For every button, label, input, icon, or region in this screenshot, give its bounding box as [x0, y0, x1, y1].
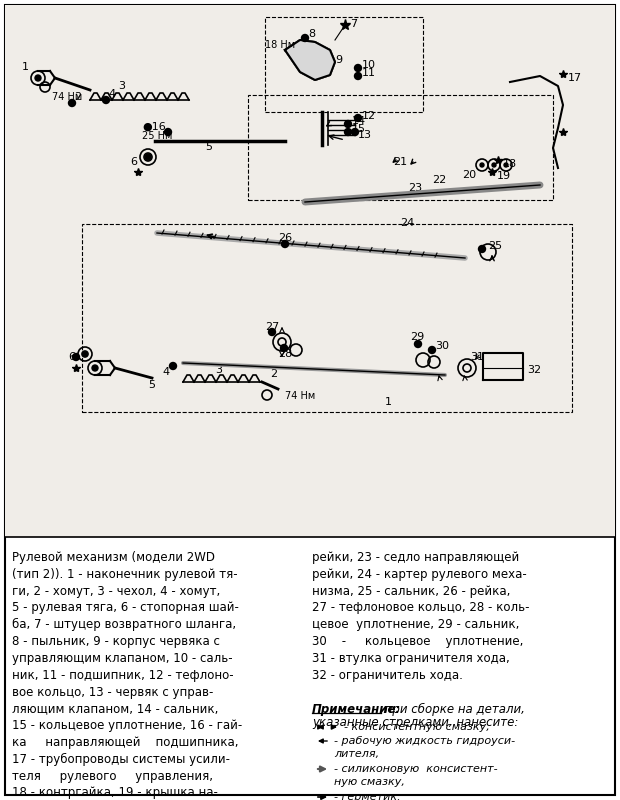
Text: 3: 3 [215, 365, 222, 375]
Circle shape [352, 129, 358, 135]
Text: 19: 19 [497, 171, 511, 181]
Text: 4: 4 [162, 367, 169, 377]
Circle shape [102, 97, 110, 103]
Text: указанные стрелками, нанесите:: указанные стрелками, нанесите: [312, 716, 518, 729]
Circle shape [355, 65, 361, 71]
Text: 8: 8 [308, 29, 315, 39]
Circle shape [345, 121, 352, 127]
Circle shape [301, 34, 309, 42]
Text: 12: 12 [362, 111, 376, 121]
Text: 27: 27 [265, 322, 279, 332]
Text: 13: 13 [358, 130, 372, 140]
Text: - рабочую жидкость гидроуси-: - рабочую жидкость гидроуси- [334, 736, 515, 746]
Bar [82, 224, 572, 412]
Text: 2: 2 [74, 92, 81, 102]
Text: 18 Нм: 18 Нм [265, 40, 295, 50]
Text: рейки, 23 - седло направляющей
рейки, 24 - картер рулевого меха-
низма, 25 - сал: рейки, 23 - седло направляющей рейки, 24… [312, 551, 529, 682]
Circle shape [164, 129, 172, 135]
Text: 17: 17 [568, 73, 582, 83]
Text: 5: 5 [148, 380, 155, 390]
Text: 26: 26 [278, 233, 292, 243]
Polygon shape [285, 40, 335, 80]
Circle shape [355, 114, 361, 122]
Text: 24: 24 [400, 218, 414, 228]
Text: Рулевой механизм (модели 2WD
(тип 2)). 1 - наконечник рулевой тя-
ги, 2 - хомут,: Рулевой механизм (модели 2WD (тип 2)). 1… [12, 551, 242, 800]
Text: 23: 23 [408, 183, 422, 193]
Bar [5, 5, 615, 537]
Text: 32: 32 [527, 365, 541, 375]
Text: 25 Нм: 25 Нм [142, 131, 172, 141]
Text: 14: 14 [352, 116, 366, 126]
Circle shape [428, 346, 435, 354]
Text: 18: 18 [503, 159, 517, 169]
Text: Примечание:: Примечание: [312, 703, 401, 716]
Text: 9: 9 [335, 55, 342, 65]
Circle shape [355, 73, 361, 79]
Text: лителя,: лителя, [334, 749, 379, 759]
Text: 28: 28 [278, 349, 292, 359]
Text: 7: 7 [350, 19, 357, 29]
Text: 15: 15 [352, 124, 366, 134]
Text: ●16: ●16 [142, 122, 166, 132]
Text: 25: 25 [488, 241, 502, 251]
Circle shape [35, 75, 41, 81]
Circle shape [281, 241, 288, 247]
Text: - герметик.: - герметик. [334, 792, 401, 800]
Text: 6: 6 [130, 157, 137, 167]
Text: 30: 30 [435, 341, 449, 351]
Text: 1: 1 [22, 62, 29, 72]
Circle shape [68, 99, 76, 106]
Circle shape [504, 163, 508, 167]
Circle shape [479, 246, 485, 253]
Text: 74 Нм: 74 Нм [285, 391, 315, 401]
Text: 1: 1 [385, 397, 392, 407]
Circle shape [73, 354, 79, 361]
Circle shape [280, 345, 288, 351]
Circle shape [92, 365, 98, 371]
Text: 10: 10 [362, 60, 376, 70]
Text: 11: 11 [362, 68, 376, 78]
Text: ную смазку,: ную смазку, [334, 777, 405, 787]
Text: 2: 2 [270, 369, 277, 379]
Text: 20: 20 [462, 170, 476, 180]
Text: 21: 21 [393, 157, 407, 167]
Circle shape [268, 329, 275, 335]
Circle shape [415, 341, 422, 347]
Text: - силиконовую  консистент-: - силиконовую консистент- [334, 764, 498, 774]
Text: при сборке на детали,: при сборке на детали, [381, 703, 525, 716]
Bar [248, 95, 553, 200]
Text: 5: 5 [205, 142, 212, 152]
Circle shape [345, 129, 352, 135]
Circle shape [145, 154, 151, 160]
Text: 6: 6 [68, 352, 75, 362]
Circle shape [492, 163, 496, 167]
Text: - консистентную смазку,: - консистентную смазку, [344, 722, 490, 732]
Text: 29: 29 [410, 332, 424, 342]
Bar [265, 17, 423, 112]
Circle shape [83, 352, 87, 356]
Text: 22: 22 [432, 175, 446, 185]
Circle shape [480, 163, 484, 167]
Text: 74 Нм: 74 Нм [52, 92, 82, 102]
Text: 31: 31 [470, 352, 484, 362]
Text: 3: 3 [118, 81, 125, 91]
Circle shape [169, 362, 177, 370]
Text: 4: 4 [108, 89, 115, 99]
